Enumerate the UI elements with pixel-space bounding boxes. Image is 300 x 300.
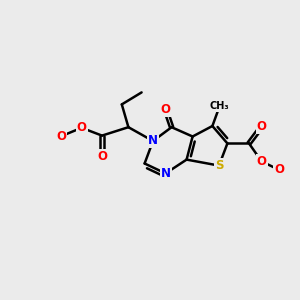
- Text: S: S: [215, 159, 223, 172]
- Text: O: O: [274, 163, 284, 176]
- Text: O: O: [256, 155, 267, 168]
- Text: N: N: [160, 167, 171, 180]
- Text: O: O: [76, 121, 87, 134]
- Text: O: O: [256, 120, 267, 133]
- Text: N: N: [148, 134, 158, 148]
- Text: CH₃: CH₃: [210, 101, 230, 111]
- Text: O: O: [56, 130, 66, 143]
- Text: O: O: [97, 150, 107, 163]
- Text: O: O: [160, 103, 171, 116]
